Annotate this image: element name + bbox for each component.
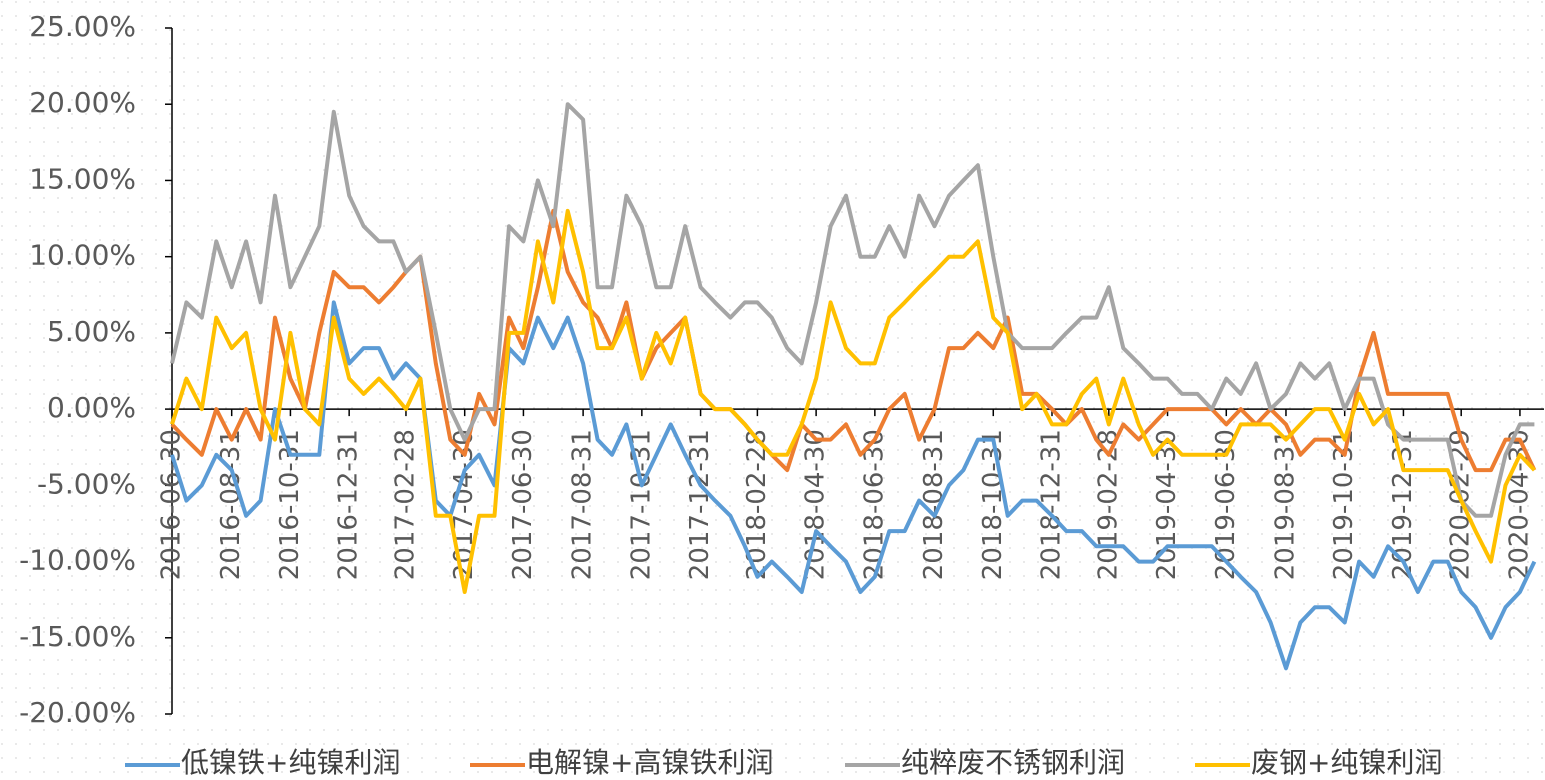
legend-label: 纯粹废不锈钢利润	[901, 746, 1125, 779]
x-tick-label: 2019-08-31	[1270, 429, 1300, 580]
y-tick-label: 10.00%	[29, 239, 136, 272]
series-line	[170, 208, 1537, 473]
x-tick-label: 2017-06-30	[508, 429, 538, 580]
y-tick-label: 0.00%	[47, 391, 136, 424]
y-tick-label: -15.00%	[19, 620, 136, 653]
legend-label: 低镍铁+纯镍利润	[181, 746, 400, 779]
legend-label: 废钢+纯镍利润	[1251, 746, 1442, 779]
x-tick-label: 2017-02-28	[390, 429, 420, 580]
legend-label: 电解镍+高镍铁利润	[526, 746, 773, 779]
y-tick-label: 20.00%	[29, 86, 136, 119]
y-tick-label: -5.00%	[37, 467, 136, 500]
y-tick-label: 5.00%	[47, 315, 136, 348]
x-tick-label: 2018-04-30	[801, 429, 831, 580]
series-line	[170, 300, 1537, 671]
y-tick-label: 15.00%	[29, 162, 136, 195]
series-line	[170, 208, 1536, 594]
y-tick-label: -20.00%	[19, 696, 136, 729]
x-tick-label: 2016-12-31	[334, 429, 364, 580]
x-tick-label: 2018-06-30	[859, 429, 889, 580]
series-line	[170, 102, 1535, 518]
x-tick-label: 2017-08-31	[568, 429, 598, 580]
x-tick-label: 2017-12-31	[685, 429, 715, 580]
x-tick-label: 2019-12-31	[1388, 429, 1418, 580]
x-tick-label: 2018-10-31	[978, 429, 1008, 580]
y-tick-label: -10.00%	[19, 544, 136, 577]
x-tick-label: 2017-10-31	[626, 429, 656, 580]
y-tick-label: 25.00%	[29, 10, 136, 43]
x-tick-label: 2016-06-30	[157, 429, 187, 580]
